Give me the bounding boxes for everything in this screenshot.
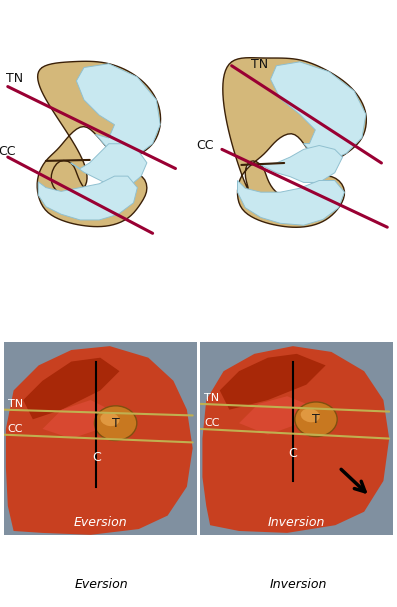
Ellipse shape xyxy=(295,402,337,436)
Text: CC: CC xyxy=(8,424,23,434)
Polygon shape xyxy=(239,396,306,435)
Text: Inversion: Inversion xyxy=(268,516,326,529)
Polygon shape xyxy=(42,400,110,438)
Text: CC: CC xyxy=(0,145,16,158)
Text: Eversion: Eversion xyxy=(74,578,128,591)
Polygon shape xyxy=(38,176,137,220)
Text: TN: TN xyxy=(251,58,268,71)
Polygon shape xyxy=(261,146,343,183)
Polygon shape xyxy=(4,342,197,535)
Polygon shape xyxy=(71,144,147,188)
Text: CC: CC xyxy=(204,418,220,428)
Text: CC: CC xyxy=(197,139,214,152)
Text: TN: TN xyxy=(204,393,220,403)
Text: Inversion: Inversion xyxy=(270,578,327,591)
Ellipse shape xyxy=(301,409,320,422)
Text: T: T xyxy=(312,413,320,426)
Text: TN: TN xyxy=(8,399,23,409)
Polygon shape xyxy=(76,64,160,157)
Polygon shape xyxy=(223,58,366,227)
Text: T: T xyxy=(112,416,119,430)
Ellipse shape xyxy=(100,413,119,426)
Text: TN: TN xyxy=(6,72,23,86)
Text: C: C xyxy=(92,452,101,464)
Polygon shape xyxy=(237,180,345,225)
Polygon shape xyxy=(6,346,193,535)
Polygon shape xyxy=(220,354,326,410)
Ellipse shape xyxy=(94,406,137,441)
Text: C: C xyxy=(289,447,297,461)
Polygon shape xyxy=(200,342,393,535)
Polygon shape xyxy=(23,358,119,419)
Polygon shape xyxy=(271,62,366,161)
Polygon shape xyxy=(202,346,389,533)
Polygon shape xyxy=(37,61,160,226)
Text: Eversion: Eversion xyxy=(73,516,127,529)
